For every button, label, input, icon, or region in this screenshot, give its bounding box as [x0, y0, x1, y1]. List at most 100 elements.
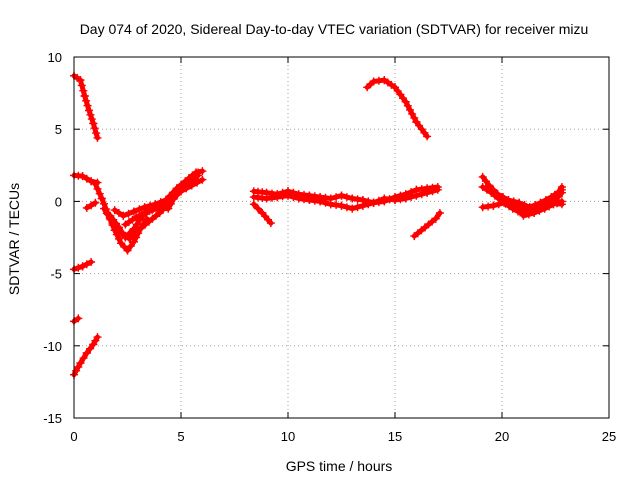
data-point-marker [83, 101, 92, 110]
data-point-marker [410, 113, 419, 122]
data-point-marker [494, 200, 503, 209]
data-point-marker [412, 191, 421, 200]
data-point-marker [273, 193, 282, 202]
y-tick-label: 0 [55, 194, 62, 209]
data-point-marker [266, 219, 275, 228]
data-point-marker [91, 198, 100, 207]
data-point-marker [164, 204, 173, 213]
data-point-marker [189, 171, 198, 180]
data-point-marker [119, 211, 128, 220]
data-point-marker [135, 205, 144, 214]
data-point-marker [353, 203, 362, 212]
data-point-marker [316, 197, 325, 206]
data-point-marker [90, 124, 99, 133]
data-point-marker [485, 181, 494, 190]
data-point-marker [284, 191, 292, 200]
data-point-marker [87, 258, 96, 266]
data-series-s3 [82, 198, 100, 212]
data-point-marker [95, 189, 104, 198]
data-point-marker [489, 201, 498, 210]
data-point-marker [87, 201, 96, 210]
data-point-marker [553, 198, 562, 207]
y-tick-label: -15 [43, 411, 62, 426]
data-series-s11 [121, 168, 203, 229]
y-tick-label: 5 [55, 122, 62, 137]
data-point-marker [483, 185, 491, 194]
data-point-marker [174, 185, 183, 194]
data-point-marker [78, 172, 87, 181]
data-point-marker [545, 202, 554, 211]
x-tick-label: 25 [602, 429, 616, 444]
data-series [70, 71, 566, 379]
data-point-marker [132, 220, 141, 229]
data-point-marker [557, 197, 566, 206]
data-point-marker [82, 174, 91, 183]
data-point-marker [423, 188, 432, 197]
data-point-marker [86, 344, 95, 353]
data-point-marker [358, 201, 367, 210]
data-point-marker [82, 203, 91, 212]
data-point-marker [82, 260, 91, 269]
data-point-marker [428, 187, 437, 196]
data-point-marker [391, 196, 399, 204]
data-point-marker [142, 207, 151, 216]
data-point-marker [185, 174, 194, 183]
data-point-marker [114, 223, 123, 232]
data-point-marker [85, 106, 93, 115]
data-point-marker [123, 246, 132, 255]
data-point-marker [93, 184, 102, 193]
data-point-marker [423, 132, 432, 141]
data-point-marker [137, 210, 146, 219]
data-point-marker [86, 110, 95, 119]
data-point-marker [178, 182, 187, 190]
data-point-marker [342, 193, 351, 202]
data-point-marker [87, 177, 96, 186]
data-point-marker [169, 195, 178, 204]
data-point-marker [321, 198, 330, 207]
data-point-marker [97, 194, 106, 203]
data-point-marker [110, 206, 119, 215]
x-tick-label: 0 [70, 429, 77, 444]
data-point-marker [369, 198, 378, 207]
data-point-marker [519, 211, 528, 220]
data-series-s1 [70, 71, 102, 142]
data-point-marker [82, 349, 91, 357]
data-point-marker [118, 228, 127, 237]
data-point-marker [337, 191, 346, 200]
data-point-marker [417, 190, 426, 199]
data-point-marker [554, 188, 563, 196]
data-point-marker [80, 92, 89, 100]
data-point-marker [364, 200, 373, 209]
data-point-marker [549, 200, 558, 209]
data-point-marker [162, 196, 170, 204]
data-point-marker [129, 237, 138, 246]
data-point-marker [342, 203, 351, 212]
data-point-marker [87, 115, 96, 124]
data-point-marker [121, 233, 130, 242]
ticks [73, 56, 610, 419]
y-tick-label: 10 [48, 50, 62, 65]
data-point-marker [401, 194, 410, 203]
data-point-marker [530, 209, 539, 217]
data-series-s15 [363, 76, 432, 141]
data-point-marker [478, 183, 487, 191]
data-point-marker [249, 200, 258, 209]
data-point-marker [79, 354, 88, 363]
tick-labels: 0 5 10 15 20 25 -15 -10 -5 0 5 10 [43, 50, 616, 444]
grid [74, 57, 609, 418]
data-point-marker [540, 204, 549, 213]
data-point-marker [289, 193, 298, 202]
data-point-marker [93, 133, 102, 142]
data-series-s13 [249, 185, 442, 213]
data-point-marker [198, 175, 207, 184]
data-point-marker [557, 183, 566, 191]
data-point-marker [74, 314, 83, 323]
plot-frame [73, 56, 610, 419]
data-point-marker [172, 190, 181, 199]
x-tick-label: 20 [495, 429, 509, 444]
data-point-marker [125, 229, 134, 238]
data-series-s4 [70, 258, 96, 274]
data-point-marker [114, 209, 123, 217]
